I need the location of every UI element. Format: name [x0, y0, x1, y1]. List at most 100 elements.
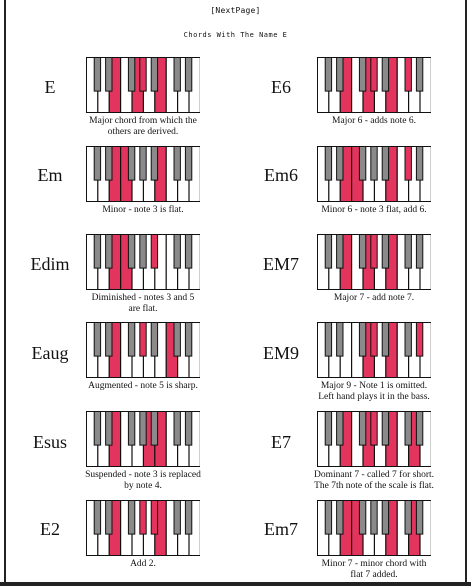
black-key-highlighted: [139, 322, 147, 357]
black-key-highlighted: [404, 146, 412, 181]
left-border-line: [4, 0, 6, 586]
caption-line: Dominant 7 - called 7 for short.: [313, 470, 435, 480]
black-key: [139, 234, 147, 269]
black-key: [336, 234, 344, 269]
bottom-border-line: [0, 582, 471, 586]
black-key: [415, 500, 424, 535]
black-key: [404, 322, 412, 357]
caption-line: Major chord from which the: [89, 116, 197, 126]
black-key: [150, 411, 159, 446]
black-key: [93, 411, 102, 446]
caption-line: Minor 6 - note 3 flat, add 6.: [321, 205, 427, 215]
black-key: [184, 500, 193, 535]
black-key: [404, 234, 412, 269]
caption-line: Major 6 - adds note 6.: [332, 116, 416, 126]
black-key: [173, 411, 181, 446]
black-key-highlighted: [139, 500, 147, 535]
black-key: [105, 234, 113, 269]
black-key: [150, 57, 159, 92]
caption-line: Left hand plays it in the bass.: [318, 392, 430, 402]
caption-line: The 7th note of the scale is flat.: [314, 481, 434, 491]
black-key: [150, 146, 159, 181]
keyboard-svg: [86, 411, 200, 467]
chord-name: Em7: [264, 519, 298, 539]
black-key: [336, 146, 344, 181]
piano-keyboard: [86, 57, 200, 113]
black-key: [139, 411, 147, 446]
keyboard-svg: [86, 500, 200, 556]
piano-keyboard: [86, 411, 200, 467]
black-key: [336, 57, 344, 92]
black-key: [381, 500, 390, 535]
black-key: [415, 411, 424, 446]
chord-caption: Add 2.: [68, 559, 218, 570]
piano-keyboard: [317, 146, 431, 202]
black-key: [173, 500, 181, 535]
next-page-link[interactable]: [NextPage]: [210, 6, 261, 15]
chord-caption: Major 9 - Note 1 is omitted. Left hand pl…: [299, 381, 449, 403]
chord-name: Em: [37, 165, 63, 185]
black-key: [404, 500, 412, 535]
piano-keyboard: [86, 234, 200, 290]
chord-name: E6: [271, 77, 291, 97]
caption-line: Minor - note 3 is flat.: [102, 205, 184, 215]
keyboard-svg: [86, 322, 200, 378]
caption-line: flat 7 added.: [350, 570, 398, 580]
black-key: [139, 146, 147, 181]
black-key: [358, 500, 367, 535]
black-key: [127, 411, 136, 446]
chord-caption: Augmented - note 5 is sharp.: [68, 381, 218, 392]
chord-name: E2: [40, 519, 60, 539]
chord-caption: Minor - note 3 is flat.: [68, 205, 218, 216]
chord-caption: Major chord from which the others are der…: [68, 116, 218, 138]
chord-name: Edim: [30, 254, 70, 274]
black-key: [127, 234, 136, 269]
black-key: [127, 322, 136, 357]
chord-caption: Major 7 - add note 7.: [299, 293, 449, 304]
black-key: [105, 57, 113, 92]
black-key: [381, 322, 390, 357]
piano-keyboard: [317, 234, 431, 290]
black-key: [173, 234, 181, 269]
black-key: [105, 146, 113, 181]
black-key: [93, 146, 102, 181]
keyboard-svg: [86, 234, 200, 290]
black-key: [358, 57, 367, 92]
black-key-highlighted: [139, 57, 147, 92]
piano-keyboard: [317, 500, 431, 556]
black-key: [370, 146, 378, 181]
black-key-highlighted: [404, 57, 412, 92]
black-key: [358, 322, 367, 357]
keyboard-svg: [86, 57, 200, 113]
black-key: [324, 234, 333, 269]
chord-caption: Suspended - note 3 is replaced by note 4.: [68, 470, 218, 492]
black-key: [358, 411, 367, 446]
black-key-highlighted: [370, 234, 378, 269]
caption-line: Add 2.: [130, 559, 156, 569]
black-key-highlighted: [370, 411, 378, 446]
keyboard-svg: [86, 146, 200, 202]
caption-line: Diminished - notes 3 and 5: [91, 293, 195, 303]
chord-caption: Major 6 - adds note 6.: [299, 116, 449, 127]
black-key: [93, 322, 102, 357]
black-key-highlighted: [415, 322, 424, 357]
black-key: [184, 57, 193, 92]
caption-line: by note 4.: [124, 481, 162, 491]
black-key: [184, 322, 193, 357]
black-key: [127, 57, 136, 92]
black-key: [324, 146, 333, 181]
caption-line: are flat.: [128, 304, 158, 314]
black-key: [324, 322, 333, 357]
black-key-highlighted: [370, 322, 378, 357]
black-key: [173, 57, 181, 92]
caption-line: Augmented - note 5 is sharp.: [88, 381, 198, 391]
chord-name: Esus: [32, 432, 67, 452]
caption-line: others are derived.: [107, 127, 179, 137]
black-key: [324, 411, 333, 446]
keyboard-svg: [317, 411, 431, 467]
black-key: [173, 146, 181, 181]
black-key-highlighted: [150, 234, 159, 269]
caption-line: Major 7 - add note 7.: [333, 293, 415, 303]
piano-keyboard: [86, 322, 200, 378]
chord-name: Eaug: [31, 343, 69, 363]
